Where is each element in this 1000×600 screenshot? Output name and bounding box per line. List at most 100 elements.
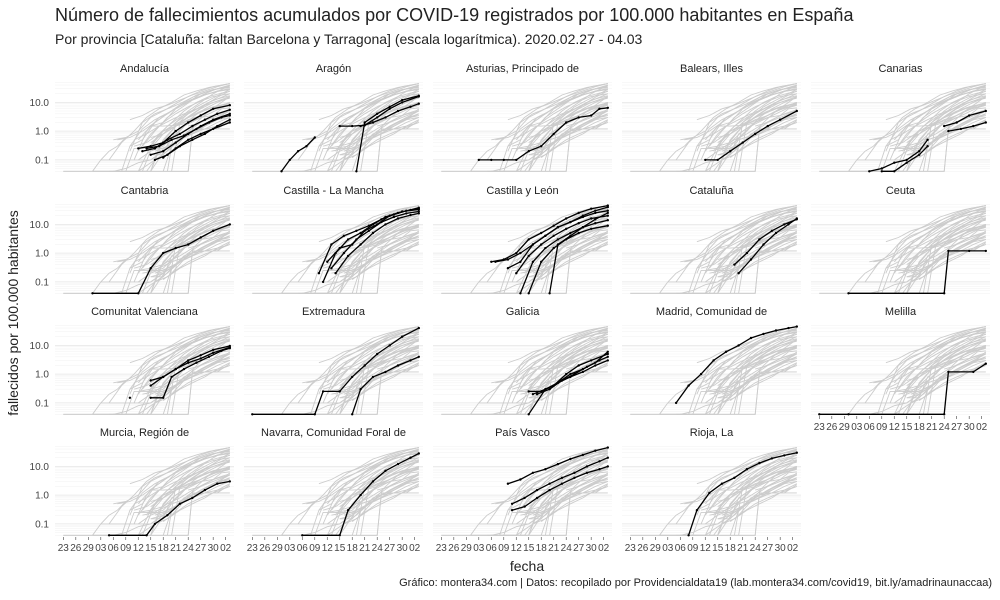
background-series-line	[121, 331, 230, 415]
background-series-line	[441, 484, 609, 536]
background-series-line	[528, 110, 608, 149]
background-series-line	[339, 474, 419, 513]
data-point	[359, 493, 362, 497]
background-series-line	[252, 448, 420, 536]
background-series-line	[129, 83, 230, 121]
data-point	[342, 251, 346, 255]
panel: Balears, Illes	[622, 63, 801, 172]
data-point	[708, 491, 711, 495]
background-series-line	[877, 88, 986, 172]
data-point	[905, 161, 908, 164]
panel-title: Castilla - La Mancha	[283, 185, 384, 197]
x-tick-label: 26	[70, 543, 82, 554]
data-point	[674, 401, 678, 405]
data-point	[203, 488, 207, 492]
data-point	[606, 359, 609, 362]
x-tick-label: 27	[573, 543, 585, 554]
background-series-line	[281, 501, 316, 536]
data-point	[187, 361, 190, 364]
background-series-line	[708, 97, 797, 172]
data-point	[774, 329, 778, 332]
background-series-line	[491, 89, 609, 172]
background-series-line	[675, 205, 797, 283]
background-series-line	[117, 448, 230, 505]
data-point	[401, 101, 404, 104]
background-series-line	[330, 461, 419, 536]
data-point	[301, 534, 304, 537]
background-series-line	[893, 336, 986, 395]
y-tick-label: 1.0	[35, 370, 49, 381]
background-series-line	[675, 447, 797, 525]
data-point	[552, 234, 555, 237]
data-point	[527, 238, 530, 241]
data-point	[288, 158, 291, 162]
background-series-line	[441, 242, 609, 294]
data-point	[351, 413, 354, 416]
chart-caption: Gráfico: montera34.com | Datos: recopila…	[399, 577, 992, 589]
background-series-line	[659, 380, 694, 415]
data-point	[893, 161, 896, 164]
x-tick-label: 26	[826, 422, 838, 433]
data-point	[330, 243, 333, 246]
background-series-line	[869, 332, 987, 415]
data-point	[733, 263, 736, 266]
data-point	[531, 260, 535, 263]
data-point	[162, 251, 165, 255]
background-series-line	[680, 332, 798, 415]
background-series-line	[137, 457, 230, 516]
background-series-line	[298, 480, 419, 536]
background-series-line	[470, 259, 505, 294]
background-series-line	[306, 448, 419, 505]
data-point	[153, 158, 157, 162]
y-tick-label: 1.0	[35, 249, 49, 260]
data-point	[371, 231, 375, 235]
data-point	[388, 107, 391, 111]
x-tick-label: 15	[712, 543, 724, 554]
x-tick-label: 06	[675, 543, 687, 554]
background-series-line	[676, 359, 797, 415]
background-series-line	[339, 232, 419, 271]
data-point	[409, 105, 412, 109]
data-point	[880, 167, 883, 170]
data-point	[351, 375, 354, 379]
background-series-line	[150, 353, 230, 392]
panel-title: Balears, Illes	[680, 63, 743, 75]
background-series-line	[507, 326, 608, 364]
data-point	[795, 325, 798, 328]
data-point	[905, 158, 908, 162]
data-point	[187, 138, 190, 141]
data-point	[590, 359, 593, 362]
panel: Murcia, Región de0.11.010.023 26 29 03 06 09 1…	[30, 427, 234, 554]
background-series-line	[297, 447, 419, 525]
data-point	[326, 260, 329, 263]
panel-title: Madrid, Comunidad de	[656, 306, 767, 318]
panel-title: Murcia, Región de	[100, 427, 189, 439]
data-point	[598, 359, 601, 362]
data-point	[606, 352, 609, 356]
x-tick-label: 03	[284, 543, 296, 554]
background-series-line	[499, 452, 608, 536]
data-point	[212, 107, 215, 111]
background-series-line	[708, 340, 797, 415]
background-series-line	[906, 232, 986, 271]
data-point	[984, 362, 987, 365]
background-series-line	[704, 215, 797, 274]
data-point	[527, 150, 530, 153]
panel-title: Cantabria	[121, 185, 170, 197]
data-point	[581, 370, 585, 374]
background-series-line	[335, 454, 419, 516]
data-point	[594, 222, 597, 225]
data-point	[984, 121, 987, 124]
data-point	[947, 249, 950, 253]
background-series-line	[150, 232, 230, 271]
background-series-line	[330, 340, 419, 415]
panel: Cataluña	[622, 185, 801, 294]
background-series-line	[927, 212, 987, 294]
background-series-line	[729, 365, 797, 401]
data-point	[305, 145, 308, 148]
data-point	[321, 280, 325, 284]
data-point	[943, 124, 946, 128]
x-tick-label: 12	[511, 543, 523, 554]
data-point	[359, 243, 362, 246]
background-series-line	[310, 88, 419, 172]
